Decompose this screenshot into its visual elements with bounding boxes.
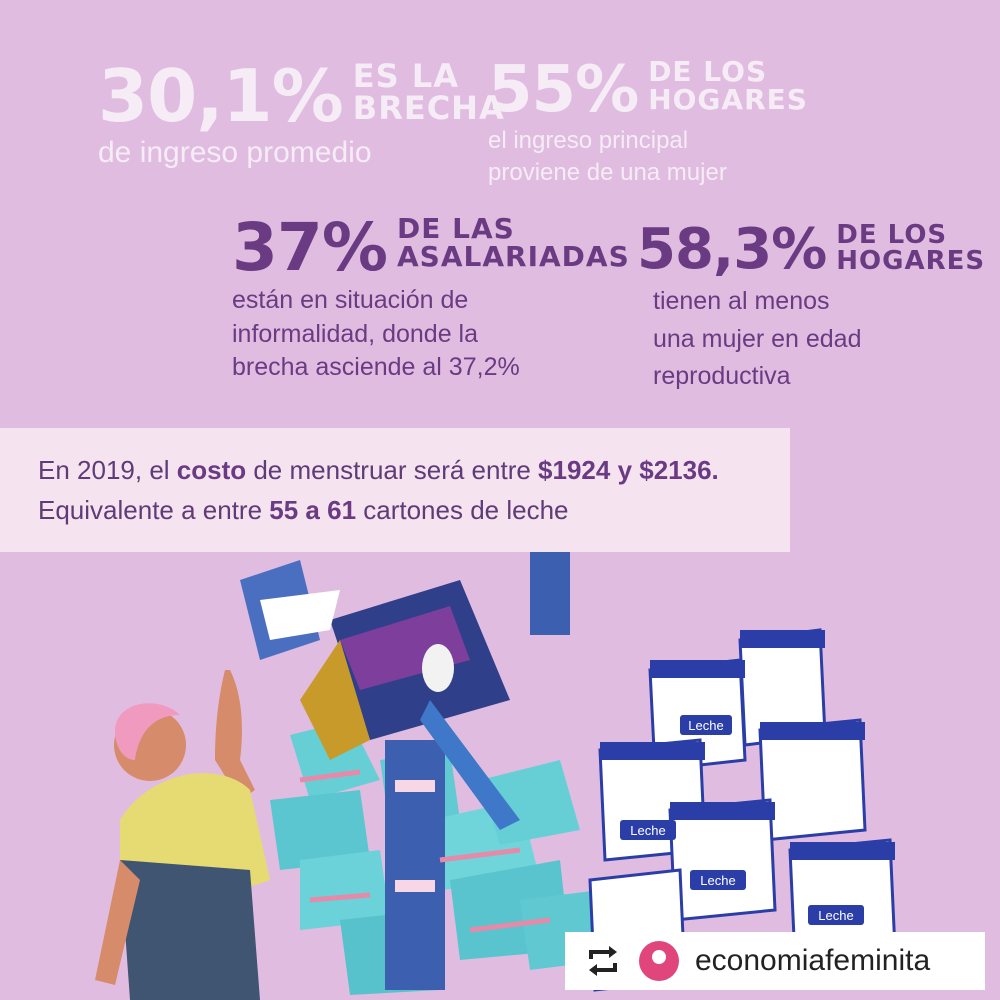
- pad-package: [240, 545, 570, 830]
- cost-text: Equivalente a entre: [38, 495, 270, 525]
- stat-value: 30,1%: [98, 54, 344, 138]
- stat-description: brecha asciende al 37,2%: [232, 353, 520, 381]
- stat-value: 58,3%: [637, 217, 827, 282]
- stat-income-gap: 30,1% ES LA BRECHA de ingreso promedio: [98, 60, 505, 169]
- cost-highlight: costo: [176, 455, 247, 485]
- cost-text: cartones de leche: [356, 495, 569, 525]
- carton-label: Leche: [630, 823, 665, 838]
- stat-description: están en situación de: [232, 286, 469, 314]
- stat-households-main-income: 55% DE LOS HOGARES el ingreso principal …: [488, 58, 808, 187]
- account-handle[interactable]: economiafeminita: [695, 944, 931, 977]
- stat-description: proviene de una mujer: [488, 159, 727, 187]
- woman-figure: [95, 670, 270, 1000]
- stat-description: de ingreso promedio: [98, 136, 372, 169]
- carton-label: Leche: [688, 718, 723, 733]
- stat-description: el ingreso principal: [488, 127, 689, 154]
- stat-description: tienen al menos: [653, 287, 830, 315]
- stat-heading: HOGARES: [648, 83, 808, 116]
- stat-heading: ES LA: [352, 57, 459, 95]
- stat-heading: DE LOS: [836, 220, 948, 250]
- cost-range: $1924 y $2136.: [538, 455, 719, 485]
- repost-attribution[interactable]: economiafeminita: [565, 932, 985, 990]
- megaphone-logo-icon[interactable]: [639, 941, 679, 981]
- stat-households-reproductive-age: 58,3% DE LOS HOGARES tienen al menos una…: [637, 222, 985, 391]
- carton-label: Leche: [818, 908, 853, 923]
- stat-heading: ASALARIADAS: [396, 240, 630, 273]
- stat-value: 37%: [232, 209, 388, 286]
- cost-text: En 2019, el: [38, 455, 177, 485]
- stat-heading: HOGARES: [836, 246, 986, 276]
- cost-line-1: En 2019, el costo de menstruar será entr…: [38, 450, 790, 490]
- pads-pile: [270, 720, 610, 995]
- cost-line-2: Equivalente a entre 55 a 61 cartones de …: [38, 490, 790, 530]
- stat-description: reproductiva: [653, 362, 791, 390]
- cost-callout: En 2019, el costo de menstruar será entr…: [0, 428, 790, 552]
- stat-value: 55%: [488, 53, 639, 127]
- cost-text: de menstruar será entre: [246, 455, 539, 485]
- carton-label: Leche: [700, 873, 735, 888]
- repost-icon[interactable]: [581, 939, 625, 983]
- stat-heading: DE LAS: [396, 212, 515, 245]
- stat-description: una mujer en edad: [653, 324, 862, 353]
- milk-cartons: Leche Leche Leche Leche: [588, 628, 897, 992]
- stat-heading: BRECHA: [352, 89, 505, 127]
- stat-description: informalidad, donde la: [232, 319, 478, 348]
- stat-informal-workers: 37% DE LAS ASALARIADAS están en situació…: [232, 215, 630, 382]
- carton-range: 55 a 61: [269, 495, 357, 525]
- stat-heading: DE LOS: [648, 55, 768, 88]
